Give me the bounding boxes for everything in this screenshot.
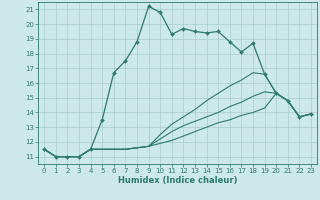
X-axis label: Humidex (Indice chaleur): Humidex (Indice chaleur): [118, 176, 237, 185]
